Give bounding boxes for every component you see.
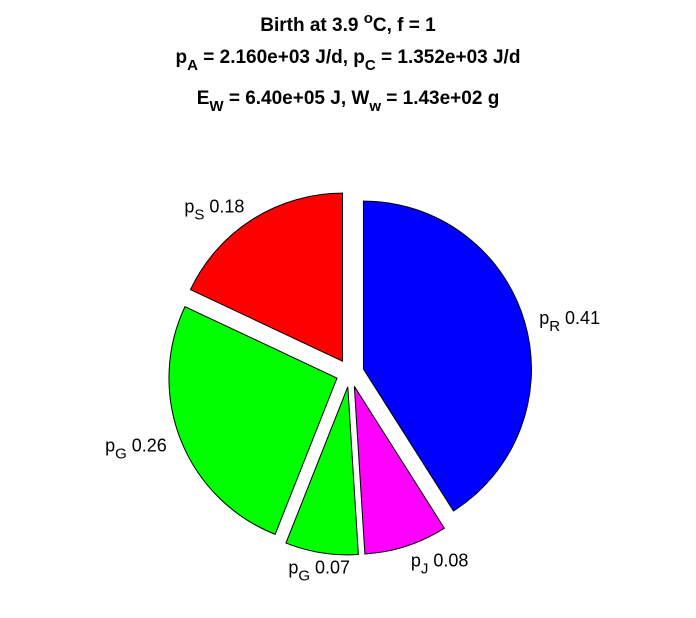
chart-title: Birth at 3.9 oC, f = 1 pA = 2.160e+03 J/d…: [176, 10, 521, 115]
title-subscript: W: [209, 98, 224, 115]
title-subscript: A: [187, 57, 198, 74]
title-text: p: [176, 47, 188, 68]
title-text: = 1.352e+03 J/d: [376, 47, 521, 68]
title-text: = 6.40e+05 J, W: [224, 88, 370, 109]
slice-labels: pR 0.41 pJ 0.08 pG 0.07 pG 0.26 pS 0.18: [105, 197, 600, 585]
pie-slice-pj-1: [353, 386, 446, 555]
pie-slice-pg-2: [285, 386, 359, 556]
slice-label: pS 0.18: [184, 197, 244, 224]
title-subscript: C: [365, 57, 376, 74]
slice-label: pG 0.07: [288, 558, 350, 585]
title-line: EW = 6.40e+05 J, Ww = 1.43e+02 g: [197, 88, 500, 115]
slice-label: pR 0.41: [539, 308, 600, 335]
title-text: = 2.160e+03 J/d, p: [198, 47, 365, 68]
title-line: pA = 2.160e+03 J/d, pC = 1.352e+03 J/d: [176, 47, 521, 74]
pie-slices: [168, 192, 532, 556]
slice-label: pG 0.26: [105, 436, 167, 463]
pie-slice-pg-3: [168, 305, 338, 536]
title-subscript: w: [368, 98, 381, 115]
slice-label: pJ 0.08: [411, 550, 469, 577]
pie-slice-pr-0: [362, 200, 532, 512]
pie-slice-ps-4: [189, 192, 343, 362]
title-text: C, f = 1: [373, 15, 436, 36]
title-line: Birth at 3.9 oC, f = 1: [260, 10, 436, 36]
title-supscript: o: [364, 10, 373, 27]
title-text: = 1.43e+02 g: [381, 88, 499, 109]
title-text: E: [197, 88, 210, 109]
title-text: Birth at 3.9: [260, 15, 363, 36]
